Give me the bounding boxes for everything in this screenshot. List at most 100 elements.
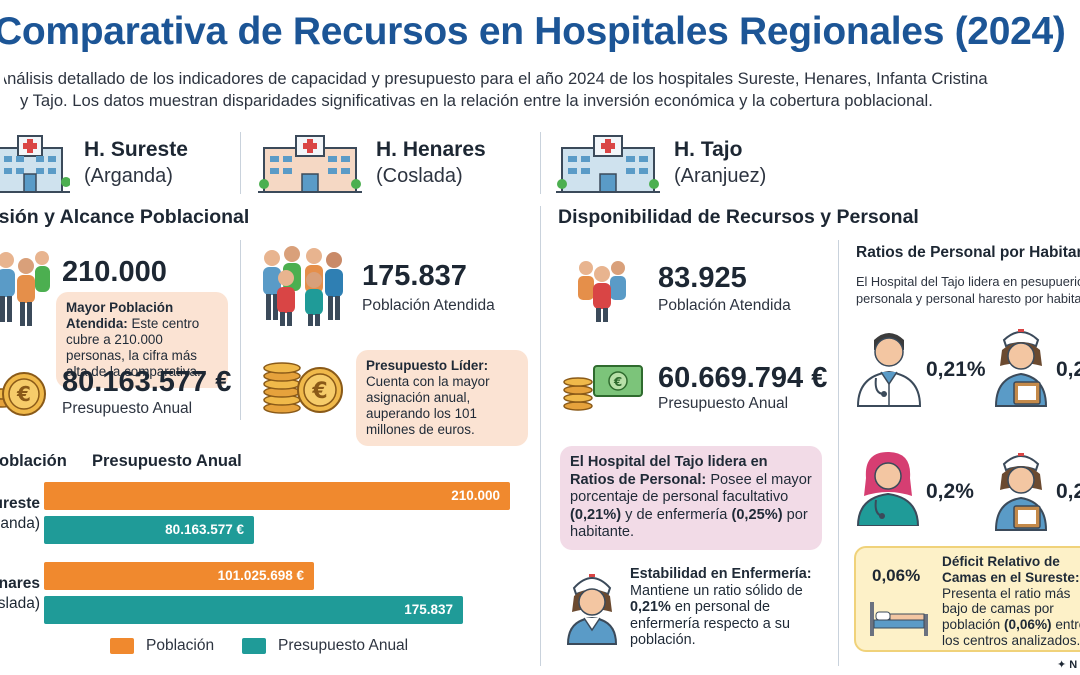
tajo-budget: 60.669.794 € [658, 362, 828, 394]
subtitle-line-2: y Tajo. Los datos muestran disparidades … [20, 91, 933, 110]
tajo-population-label: Población Atendida [658, 297, 791, 314]
legend-label: Presupuesto Anual [278, 637, 409, 654]
hospital-bed-icon [870, 602, 928, 636]
sureste-population: 210.000 [62, 256, 167, 288]
doctor-icon [856, 333, 922, 407]
hospital-location: (Aranjuez) [674, 165, 767, 187]
hospital-card-sureste: H. Sureste (Arganda) [0, 130, 188, 196]
hospital-name: H. Henares [376, 138, 486, 161]
svg-text:€: € [16, 382, 31, 406]
note-text: Mantiene un ratio sólido de [630, 582, 803, 599]
sureste-budget: 80.163.577 € [62, 366, 232, 398]
tajo-budget-label: Presupuesto Anual [658, 395, 789, 412]
hospital-card-tajo: H. Tajo (Aranjuez) [556, 130, 766, 196]
note-title: Déficit Relativo de Camas en el Sureste: [942, 554, 1080, 585]
nurse-icon [994, 453, 1048, 531]
note-title: Mayor Población Atendida: [66, 300, 174, 331]
note-pct: (0,21%) [570, 506, 622, 523]
note-text: Presenta el ratio más bajo de camas por … [942, 585, 1071, 633]
note-title: El Hospital del Tajo lidera en Ratios de… [570, 454, 768, 488]
brand-logo: ✦ N [1057, 658, 1077, 671]
note-title: Presupuesto Líder: [366, 358, 489, 373]
divider [240, 240, 241, 420]
divider [240, 132, 241, 194]
people-group-icon [578, 261, 626, 322]
henares-population-label: Población Atendida [362, 297, 495, 314]
page-subtitle: Análisis detallado de los indicadores de… [4, 68, 1080, 112]
chart-category-label: H. Henares (Coslada) [0, 574, 40, 614]
bar-value-label: 210.000 [451, 488, 500, 503]
legend-swatch [242, 638, 266, 654]
chart-bar-poblacion: 101.025.698 € [44, 562, 314, 590]
female-doctor-icon [856, 452, 920, 526]
chart-category-label: H. Sureste (Arganda) [0, 494, 40, 534]
henares-population: 175.837 [362, 260, 467, 292]
note-tajo-lidera: El Hospital del Tajo lidera en Ratios de… [560, 446, 822, 550]
sureste-budget-label: Presupuesto Anual [62, 400, 193, 417]
money-coins-icon: € [563, 365, 643, 411]
staff-ratios-title: Ratios de Personal por Habitante [856, 244, 1080, 261]
category-sub: (Coslada) [0, 595, 40, 612]
note-pct: (0,06%) [1003, 617, 1052, 633]
brand-text: N [1069, 659, 1078, 671]
svg-text:€: € [613, 375, 622, 389]
legend-swatch [110, 638, 134, 654]
note-estabilidad-enfermeria: Estabilidad en Enfermería: Mantiene un r… [624, 564, 824, 651]
bar-value-label: 175.837 [404, 602, 453, 617]
category-sub: (Arganda) [0, 515, 40, 532]
note-mayor-poblacion: Mayor Población Atendida: Este centro cu… [56, 292, 228, 388]
svg-text:€: € [311, 379, 327, 404]
hospital-building-icon [556, 135, 660, 193]
staff-ratios-description: El Hospital del Tajo lidera en pesupueri… [856, 273, 1080, 307]
page-title: Comparativa de Recursos en Hospitales Re… [0, 10, 1066, 53]
note-text: Cuenta con la mayor asignación anual, au… [366, 374, 490, 437]
ratio-value-medicos-2: 0,2% [926, 480, 974, 503]
divider [540, 132, 541, 194]
chart-column-header: Presupuesto Anual [92, 452, 242, 470]
sparkle-icon: ✦ [1057, 659, 1067, 671]
note-text: y de enfermería [625, 506, 728, 523]
note-text: en personal de enfermería respecto a su … [630, 599, 790, 649]
note-text: Este centro cubre a 210.000 personas, la… [66, 316, 201, 379]
note-title: Estabilidad en Enfermería: [630, 566, 812, 582]
description-line: personala y personal haresto por habitan… [856, 291, 1080, 306]
legend-label: Población [146, 637, 215, 654]
note-text: Posee el mayor porcentaje de personal fa… [570, 471, 812, 506]
people-group-icon [0, 251, 50, 326]
bar-value-label: 101.025.698 € [217, 568, 304, 583]
legend-item-poblacion: Población [110, 637, 214, 655]
note-presupuesto-lider: Presupuesto Líder: Cuenta con la mayor a… [356, 350, 528, 446]
tajo-population: 83.925 [658, 262, 747, 294]
beds-note-text: Déficit Relativo de Camas en el Sureste:… [942, 554, 1080, 649]
section-title-recursos: Disponibilidad de Recursos y Personal [558, 206, 919, 228]
note-text: por habitante. [570, 506, 808, 541]
chart-column-header: Población [0, 452, 67, 470]
bar-value-label: 80.163.577 € [165, 522, 244, 537]
divider [838, 240, 839, 666]
chart-bar-presupuesto: 80.163.577 € [44, 516, 254, 544]
section-title-inversion: Inversión y Alcance Poblacional [0, 206, 250, 228]
people-group-icon [263, 246, 343, 326]
hospital-location: (Coslada) [376, 165, 463, 187]
description-line: El Hospital del Tajo lidera en pesupueri… [856, 274, 1080, 289]
chart-bar-presupuesto: 175.837 [44, 596, 463, 624]
nurse-icon [994, 329, 1048, 407]
subtitle-line-1: Análisis detallado de los indicadores de… [4, 69, 988, 88]
coins-icon: € [263, 362, 343, 414]
hospital-location: (Arganda) [84, 165, 173, 187]
ratio-value-medicos: 0,21% [926, 358, 986, 381]
note-pct: (0,25%) [731, 506, 783, 523]
note-deficit-camas: 0,06% Déficit Relativo de Camas en el Su… [854, 546, 1080, 652]
ratio-value-enfermeria-2: 0,2% [1056, 480, 1080, 503]
coins-icon: € [0, 372, 46, 416]
beds-ratio-value: 0,06% [872, 566, 921, 585]
category-name: H. Sureste [0, 495, 40, 512]
note-text: entre los centros analizados. [942, 617, 1080, 648]
hospital-building-icon [258, 135, 362, 193]
legend-item-presupuesto: Presupuesto Anual [242, 637, 408, 655]
category-name: H. Henares [0, 575, 40, 592]
hospital-card-henares: H. Henares (Coslada) [258, 130, 486, 196]
divider [540, 206, 541, 666]
hospital-building-icon [0, 135, 70, 193]
nurse-icon [566, 574, 618, 645]
